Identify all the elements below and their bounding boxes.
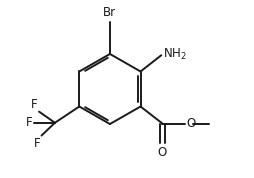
Text: F: F [34,137,40,150]
Text: F: F [26,116,33,129]
Text: F: F [31,98,38,111]
Text: O: O [186,117,195,130]
Text: NH$_2$: NH$_2$ [163,47,187,62]
Text: Br: Br [103,6,117,19]
Text: O: O [158,146,167,159]
